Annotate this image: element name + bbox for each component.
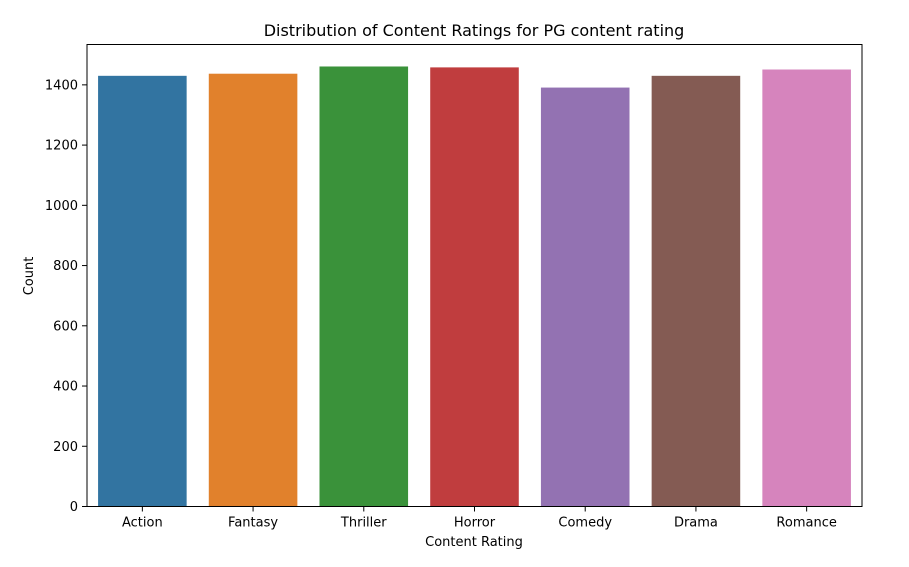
y-tick-label: 800 — [53, 259, 78, 274]
x-tick-label: Fantasy — [228, 516, 278, 531]
y-axis-label: Count — [22, 257, 37, 296]
bar-horror — [430, 67, 519, 507]
y-axis: 0 200 400 600 800 1000 1200 1400 — [45, 78, 87, 515]
bar-action — [98, 75, 187, 507]
y-tick-label: 1200 — [45, 139, 78, 154]
x-axis-label: Content Rating — [425, 535, 523, 550]
plot-frame — [86, 44, 863, 507]
y-tick-label: 0 — [70, 500, 78, 515]
bar-romance — [762, 69, 851, 507]
bar-comedy — [540, 87, 630, 507]
bar-fantasy — [208, 73, 298, 507]
bar-drama — [651, 75, 741, 507]
y-tick-label: 1000 — [45, 199, 78, 214]
chart-title: Distribution of Content Ratings for PG c… — [264, 21, 685, 40]
x-tick-label: Comedy — [558, 516, 612, 531]
y-tick-label: 1400 — [45, 78, 78, 93]
y-tick-label: 600 — [53, 319, 78, 334]
bars-layer — [98, 66, 851, 507]
x-axis: Action Fantasy Thriller Horror Comedy Drama Ro… — [122, 506, 837, 531]
x-tick-label: Horror — [454, 516, 496, 531]
bar-thriller — [319, 66, 409, 507]
x-tick-label: Action — [122, 516, 163, 531]
x-tick-label: Thriller — [340, 516, 387, 531]
x-tick-label: Romance — [776, 516, 836, 531]
y-tick-label: 400 — [53, 380, 78, 395]
y-tick-label: 200 — [53, 440, 78, 455]
x-tick-label: Drama — [674, 516, 718, 531]
